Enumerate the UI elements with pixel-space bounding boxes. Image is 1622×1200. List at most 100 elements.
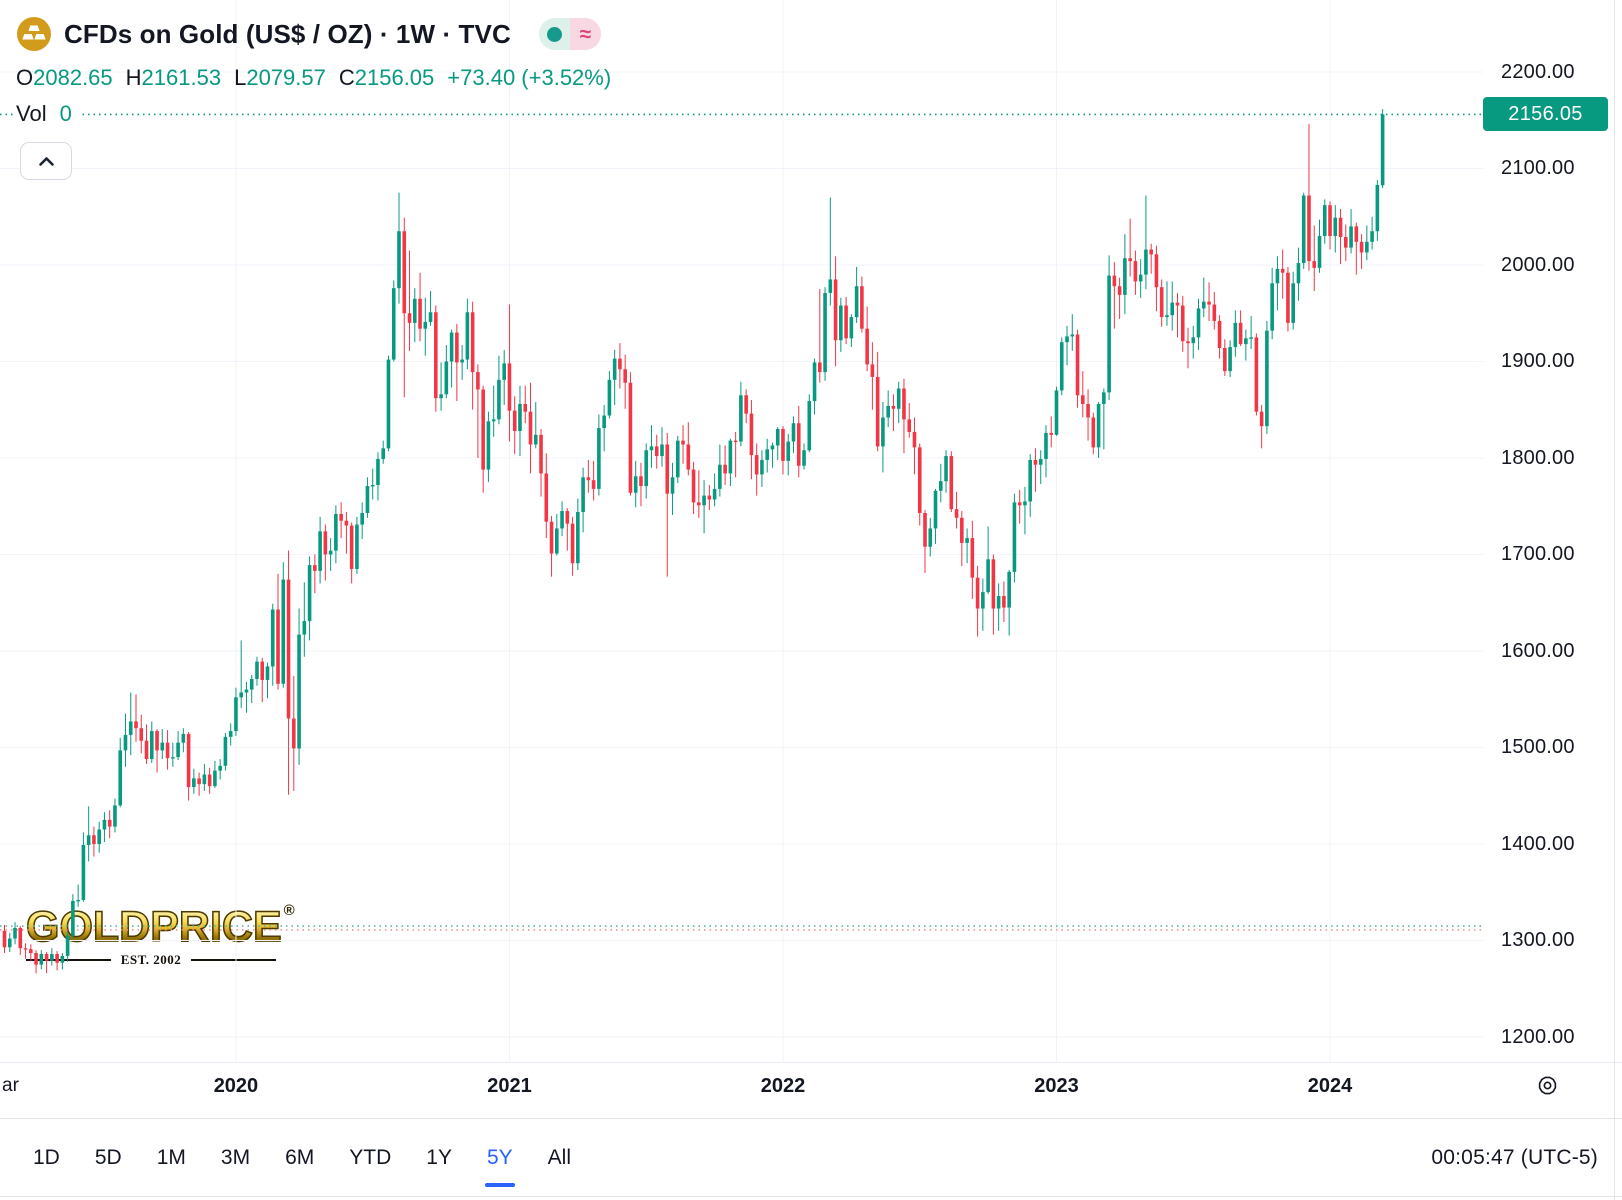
low-value: 2079.57	[246, 65, 326, 90]
candle-body	[386, 359, 391, 449]
time-axis[interactable]: ar 2020 2021 2022 2023 2024	[0, 1062, 1622, 1108]
candle-body	[1228, 347, 1232, 372]
candle-body	[718, 464, 722, 489]
candle-body	[1375, 184, 1380, 232]
candle-body	[760, 459, 764, 475]
candle-body	[1159, 287, 1164, 318]
candle-body	[586, 477, 591, 481]
candle-body	[1280, 268, 1285, 273]
candle-body	[1196, 308, 1201, 338]
candle-body	[186, 733, 191, 788]
range-button-5y[interactable]: 5Y	[486, 1142, 514, 1174]
candle-body	[544, 473, 549, 522]
clock-display[interactable]: 00:05:47 (UTC-5)	[1431, 1145, 1598, 1169]
candle-body	[44, 953, 49, 961]
candle-body	[912, 431, 917, 448]
candle-body	[1370, 231, 1374, 242]
settings-button[interactable]	[1532, 1070, 1562, 1100]
candle-body	[1133, 261, 1138, 282]
main-series-toggle[interactable]	[538, 18, 570, 50]
candle-body	[502, 363, 506, 380]
collapse-legend-button[interactable]	[20, 142, 72, 180]
range-button-5d[interactable]: 5D	[94, 1145, 122, 1169]
candle-body	[523, 403, 528, 412]
candle-body	[1138, 274, 1143, 282]
candle-body	[2, 930, 7, 948]
candle-body	[381, 448, 386, 459]
range-button-ytd[interactable]: YTD	[349, 1145, 392, 1169]
candle-body	[1017, 502, 1022, 506]
range-button-all[interactable]: All	[547, 1145, 571, 1169]
range-button-3m[interactable]: 3M	[220, 1145, 251, 1169]
price-axis-label: 1800.00	[1501, 446, 1575, 469]
candle-body	[1265, 330, 1269, 427]
candle-body	[1312, 261, 1317, 268]
candle-body	[1081, 395, 1085, 404]
candle-body	[891, 405, 896, 409]
candle-body	[691, 469, 696, 503]
range-button-1d[interactable]: 1D	[33, 1145, 60, 1169]
candle-body	[18, 927, 23, 949]
time-axis-label-2023: 2023	[1034, 1075, 1079, 1097]
candle-body	[1075, 334, 1080, 396]
range-button-6m[interactable]: 6M	[285, 1145, 315, 1169]
candle-body	[1149, 249, 1153, 255]
candle-body	[265, 666, 270, 680]
range-toolbar: 1D 5D 1M 3M 6M YTD 1Y 5Y All 00:05:47 (UTC-5)	[0, 1118, 1622, 1197]
candle-body	[1107, 275, 1111, 393]
candle-body	[234, 697, 238, 732]
candlestick-chart-canvas[interactable]	[0, 0, 1490, 1062]
candle-body	[376, 458, 380, 486]
candle-body	[339, 513, 343, 521]
candle-body	[707, 495, 712, 500]
candle-body	[739, 395, 743, 442]
candle-body	[991, 559, 996, 609]
candle-body	[1233, 322, 1238, 348]
time-axis-label-2022: 2022	[760, 1075, 806, 1097]
candle-body	[1170, 302, 1175, 316]
candle-body	[192, 778, 196, 788]
candle-body	[260, 661, 265, 680]
candle-body	[249, 678, 254, 690]
compare-series-toggle[interactable]: ≈	[569, 18, 601, 50]
series-visibility-toggle[interactable]: ≈	[538, 18, 601, 50]
price-axis-label: 2100.00	[1501, 157, 1575, 180]
candle-body	[1102, 392, 1106, 404]
candle-body	[639, 476, 643, 486]
candle-body	[334, 513, 338, 551]
candle-body	[1307, 195, 1311, 262]
close-label: C	[338, 65, 355, 90]
volume-value: 0	[59, 101, 72, 126]
candle-body	[917, 447, 922, 513]
candle-body	[55, 953, 59, 963]
range-button-1y[interactable]: 1Y	[426, 1145, 452, 1169]
candle-body	[786, 441, 791, 461]
candle-body	[986, 559, 990, 593]
candle-body	[1112, 275, 1117, 287]
candle-body	[171, 757, 175, 759]
candle-body	[697, 502, 701, 506]
candle-body	[7, 938, 12, 948]
candle-body	[360, 512, 364, 525]
candle-body	[902, 388, 906, 420]
candle-body	[1338, 217, 1343, 238]
candle-body	[318, 531, 322, 571]
price-axis-label: 1500.00	[1501, 736, 1575, 759]
candle-body	[1049, 432, 1054, 435]
candle-body	[1238, 322, 1243, 345]
right-edge-border	[1614, 0, 1615, 1200]
candle-body	[886, 405, 890, 418]
volume-legend: Vol 0	[16, 100, 82, 128]
candle-body	[875, 376, 880, 447]
range-button-1m[interactable]: 1M	[156, 1145, 186, 1169]
high-label: H	[125, 65, 142, 90]
candle-body	[681, 440, 685, 445]
candle-body	[349, 525, 354, 569]
symbol-title[interactable]: CFDs on Gold (US$ / OZ) · 1W · TVC	[64, 18, 511, 49]
candle-body	[733, 440, 738, 443]
candle-body	[449, 332, 454, 362]
candle-body	[149, 731, 154, 760]
gold-bars-icon	[17, 17, 51, 51]
candle-body	[949, 456, 954, 510]
candle-body	[1044, 432, 1048, 459]
